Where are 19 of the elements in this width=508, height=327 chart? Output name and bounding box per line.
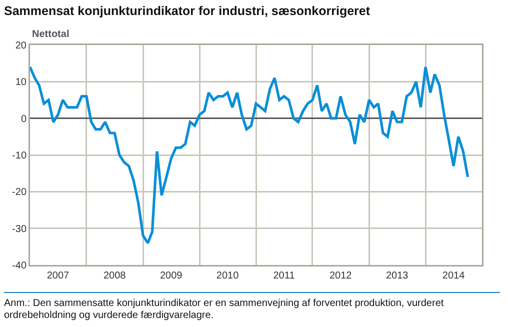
y-tick-label: 10 <box>15 77 27 88</box>
y-tick-label: -20 <box>12 187 27 198</box>
chart-title: Sammensat konjunkturindikator for industri, sæsonkorrigeret <box>4 4 504 23</box>
y-tick-label: -10 <box>12 150 27 162</box>
x-tick-label: 2014 <box>442 270 466 282</box>
x-tick-label: 2007 <box>46 270 70 282</box>
y-tick-label: 0 <box>20 114 27 125</box>
y-axis-title: Nettotal <box>32 29 70 40</box>
x-tick-label: 2009 <box>160 270 183 282</box>
y-tick-label: -30 <box>12 224 27 235</box>
x-tick-label: 2010 <box>216 270 240 282</box>
x-tick-label: 2013 <box>386 270 409 282</box>
y-tick-label: -40 <box>12 260 27 272</box>
y-tick-label: 20 <box>15 40 27 52</box>
text: Anm.: Den sammensatte konjunkturindikator er en sammenvejning af forventet produktion, vurderet ordrebeholdning og vurderede færdigvarelagre. <box>4 292 500 322</box>
x-tick-label: 2008 <box>103 270 126 282</box>
line-series <box>30 66 470 244</box>
x-tick-label: 2011 <box>273 270 296 282</box>
x-tick-label: 2012 <box>329 270 352 282</box>
